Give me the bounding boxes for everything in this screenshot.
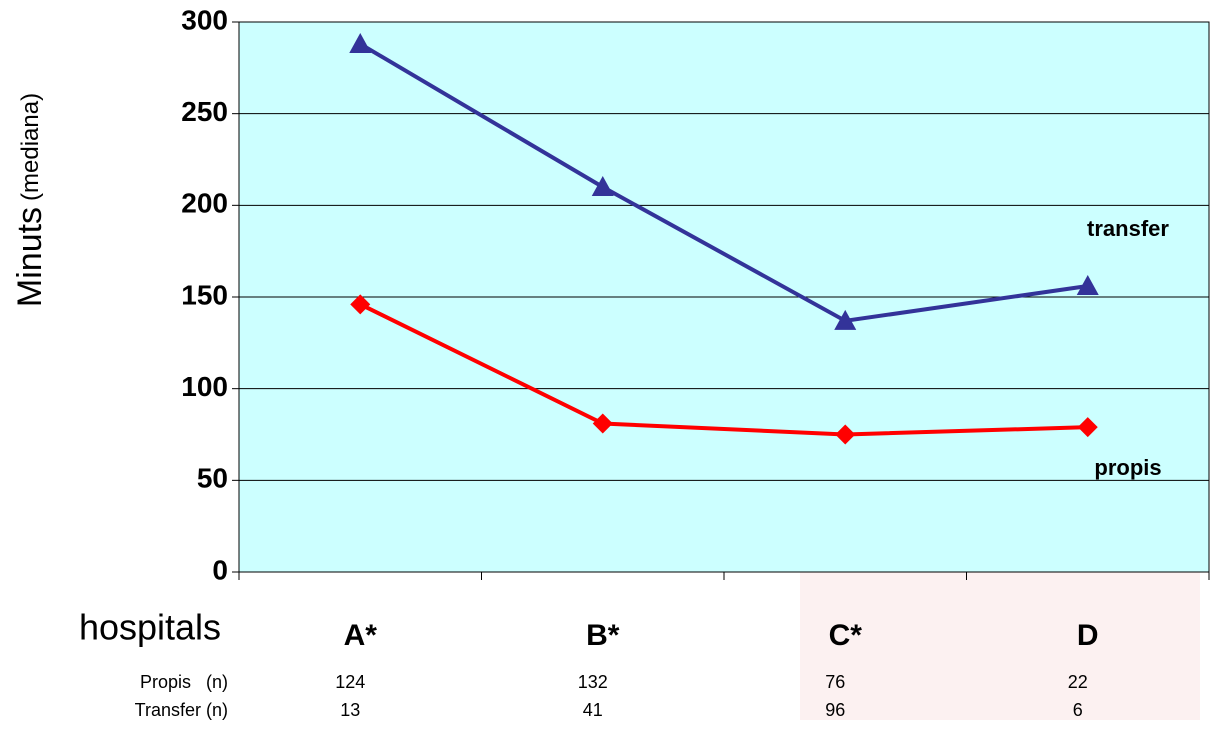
point [1076, 275, 1099, 295]
series-line [359, 302, 1088, 437]
point [591, 176, 614, 196]
y-tick-label: 250 [181, 96, 228, 127]
y-tick-label: 100 [181, 371, 228, 402]
point [1077, 417, 1098, 438]
table-cell: 124 [335, 672, 365, 692]
x-tick-label: B* [586, 619, 620, 652]
table-cell: 41 [583, 700, 603, 720]
x-axis-label: hospitals [79, 607, 221, 648]
point [350, 294, 371, 315]
table-cell: 76 [825, 672, 845, 692]
y-tick-label: 200 [181, 188, 228, 219]
table-cell: 132 [578, 672, 608, 692]
y-tick-label: 0 [212, 554, 228, 585]
series-label: transfer [1087, 216, 1169, 241]
point [349, 33, 372, 53]
y-label-main: Minuts [11, 207, 49, 307]
y-tick-label: 300 [181, 4, 228, 35]
table-cell: 13 [340, 700, 360, 720]
series-label: propis [1094, 455, 1161, 480]
x-tick-label: D [1077, 619, 1099, 652]
y-label-note: (mediana) [17, 93, 44, 201]
table-cell: 96 [825, 700, 845, 720]
y-tick-label: 150 [181, 279, 228, 310]
point [592, 413, 613, 434]
table-cell: 6 [1073, 700, 1083, 720]
series-line [359, 42, 1089, 323]
x-tick-label: A* [344, 619, 378, 652]
y-axis-label: Minuts (mediana) [11, 93, 49, 307]
table-cell: 22 [1068, 672, 1088, 692]
x-tick-label: C* [829, 619, 863, 652]
table-row-label: Transfer (n) [135, 700, 228, 720]
table-row-label: Propis (n) [140, 672, 228, 692]
point [834, 309, 857, 330]
y-tick-label: 50 [197, 463, 228, 494]
point [835, 424, 856, 445]
